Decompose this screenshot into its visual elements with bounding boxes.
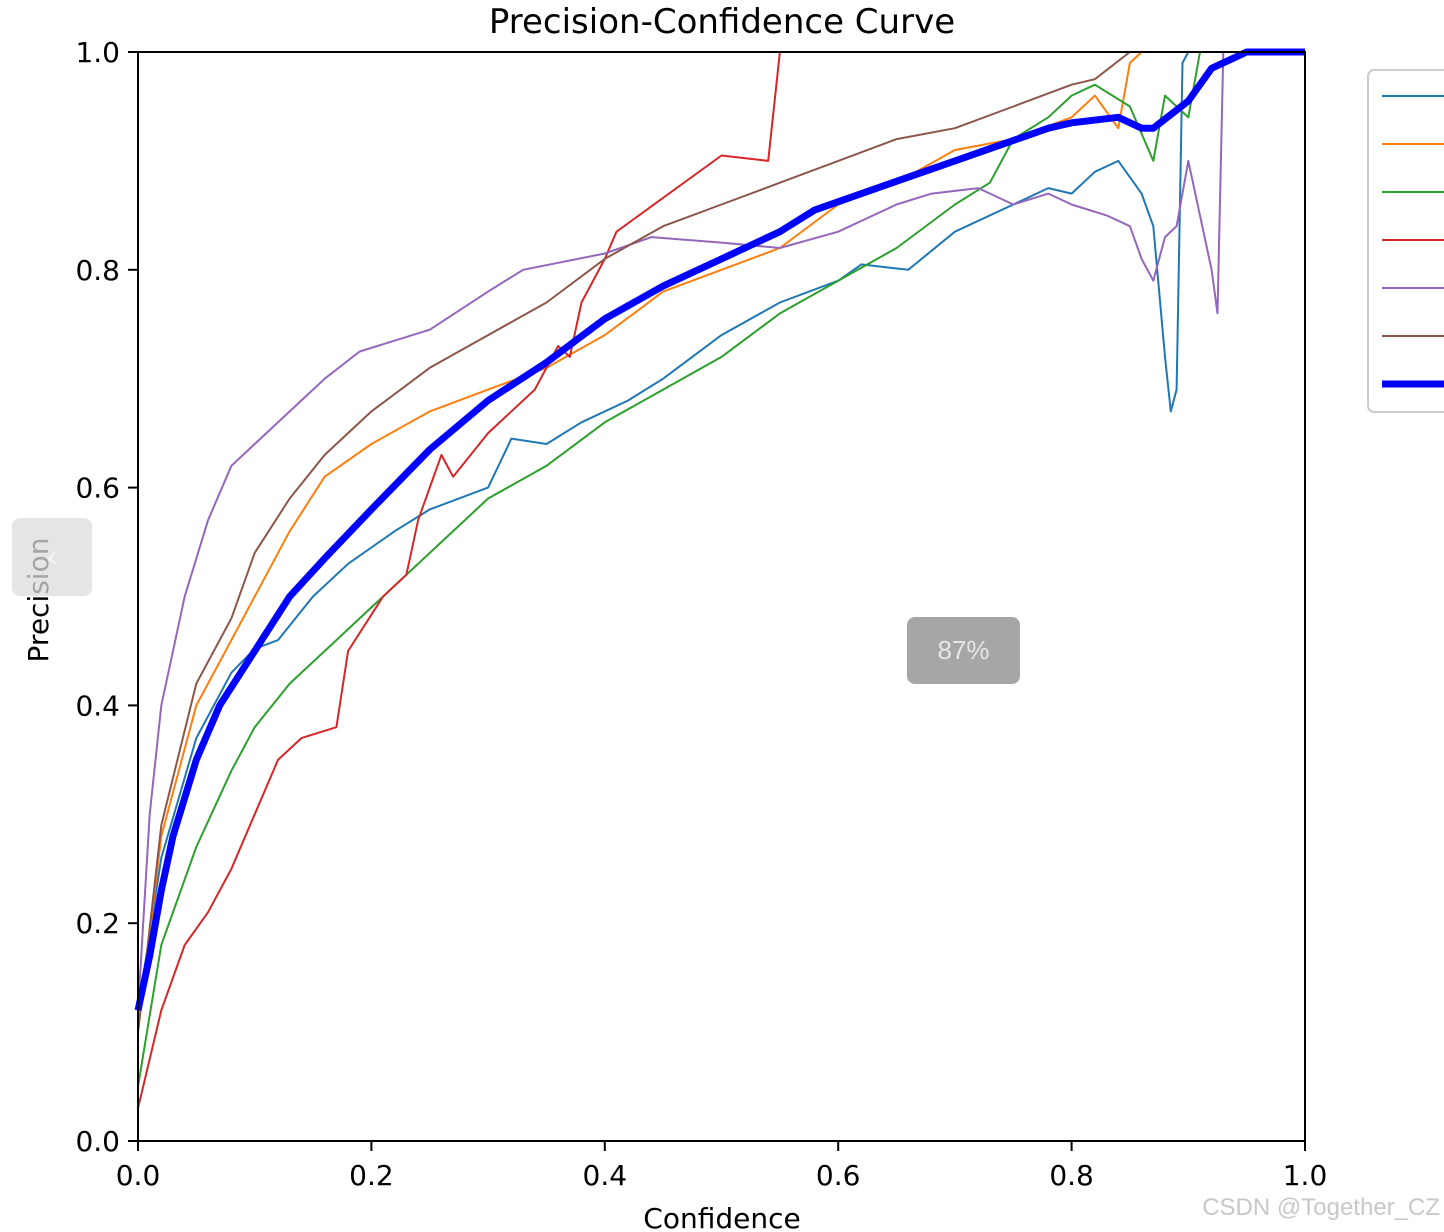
series-line-2 xyxy=(137,51,1143,1033)
series-line-3 xyxy=(137,51,1201,1087)
y-tick-label: 0.6 xyxy=(75,472,120,505)
series-line-1 xyxy=(137,51,1190,1011)
watermark: CSDN @Together_CZ xyxy=(1202,1194,1440,1221)
x-tick-label: 0.2 xyxy=(349,1159,394,1192)
zoom-level-badge: 87% xyxy=(907,617,1020,684)
series-group xyxy=(134,48,1305,1109)
chart-title: Precision-Confidence Curve xyxy=(489,2,955,42)
x-axis-label: Confidence xyxy=(643,1202,800,1232)
plot-frame xyxy=(137,51,1306,1142)
previous-image-button[interactable]: ‹ xyxy=(12,518,92,596)
series-line-6 xyxy=(137,51,1131,1033)
x-tick-label: 1.0 xyxy=(1283,1159,1328,1192)
legend xyxy=(1367,69,1444,413)
y-tick-label: 1.0 xyxy=(75,36,120,69)
y-tick-label: 0.4 xyxy=(75,689,120,722)
y-tick-label: 0.8 xyxy=(75,254,120,287)
series-line-7 xyxy=(134,48,1305,1012)
x-tick-label: 0.6 xyxy=(816,1159,861,1192)
chevron-left-icon: ‹ xyxy=(46,539,58,575)
series-line-5 xyxy=(137,51,1225,1011)
y-tick-label: 0.0 xyxy=(75,1125,120,1158)
x-tick-label: 0.8 xyxy=(1049,1159,1094,1192)
x-tick-label: 0.0 xyxy=(116,1159,161,1192)
x-tick-label: 0.4 xyxy=(583,1159,628,1192)
y-tick-label: 0.2 xyxy=(75,907,120,940)
series-line-4 xyxy=(137,51,781,1109)
ticks-group: 0.0 0.2 0.4 0.6 0.8 1.0 0.0 0.2 0.4 0.6 0.8 1.0 xyxy=(75,36,1327,1192)
